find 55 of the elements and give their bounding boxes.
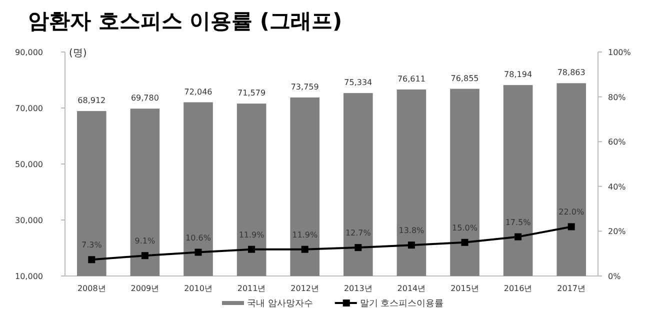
- point: [354, 244, 362, 252]
- data-label: 7.3%: [81, 240, 102, 250]
- y2-tick-label: 40%: [608, 182, 626, 192]
- data-label: 71,579: [238, 88, 266, 98]
- data-label: 78,863: [557, 68, 586, 78]
- x-tick-label: 2008년: [77, 284, 106, 293]
- data-label: 11.9%: [292, 230, 318, 240]
- point: [301, 246, 308, 253]
- x-tick-label: 2017년: [557, 284, 586, 293]
- point: [568, 223, 575, 230]
- data-label: 78,194: [504, 70, 532, 80]
- data-label: 72,046: [184, 87, 212, 96]
- y2-tick-label: 20%: [608, 227, 626, 236]
- data-label: 12.7%: [345, 228, 372, 238]
- point: [194, 248, 202, 256]
- y2-tick-label: 80%: [608, 92, 626, 102]
- chart-title: 암환자 호스피스 이용률 (그래프): [28, 9, 342, 33]
- x-tick-label: 2012년: [290, 284, 320, 293]
- x-tick-label: 2010년: [184, 284, 212, 293]
- y2-tick-label: 60%: [608, 138, 626, 147]
- y-tick-label: 70,000: [15, 104, 43, 113]
- y-tick-label: 90,000: [15, 48, 43, 57]
- x-tick-label: 2015년: [450, 284, 479, 293]
- legend-label: 국내 암사망자수: [247, 299, 313, 309]
- data-label: 11.9%: [238, 230, 265, 240]
- point: [88, 256, 96, 264]
- point: [461, 238, 468, 246]
- y2-tick-label: 100%: [608, 48, 632, 57]
- x-tick-label: 2011년: [237, 284, 266, 293]
- y-tick-label: 30,000: [15, 216, 43, 225]
- data-label: 22.0%: [558, 208, 584, 217]
- data-label: 68,912: [78, 96, 106, 106]
- legend-label: 말기 호스피스이용률: [360, 299, 444, 309]
- y2-tick-label: 0%: [608, 272, 622, 281]
- data-label: 75,334: [344, 78, 372, 88]
- data-label: 13.8%: [398, 226, 425, 236]
- x-tick-label: 2013년: [344, 284, 372, 293]
- point: [408, 242, 415, 249]
- y-tick-label: 10,000: [15, 272, 43, 281]
- y-tick-label: 50,000: [15, 160, 43, 169]
- point: [248, 246, 256, 253]
- data-label: 69,780: [130, 94, 159, 103]
- x-tick-label: 2014년: [397, 284, 426, 293]
- data-label: 15.0%: [452, 223, 478, 232]
- y-axis-title: (명): [69, 48, 87, 59]
- data-label: 76,611: [397, 74, 426, 84]
- data-label: 9.1%: [134, 236, 156, 246]
- data-label: 76,855: [450, 74, 479, 83]
- data-label: 10.6%: [186, 233, 212, 242]
- x-tick-label: 2016년: [504, 284, 532, 293]
- data-label: 73,759: [290, 82, 319, 92]
- point: [514, 233, 522, 240]
- x-tick-label: 2009년: [130, 284, 160, 293]
- data-label: 17.5%: [505, 218, 532, 227]
- point: [141, 252, 148, 260]
